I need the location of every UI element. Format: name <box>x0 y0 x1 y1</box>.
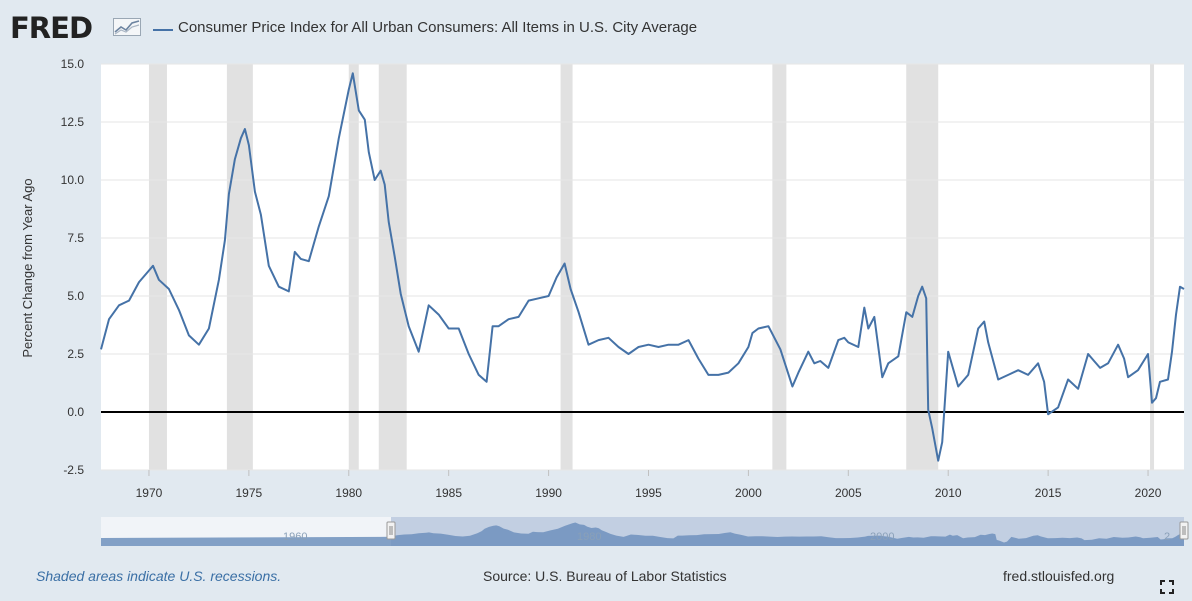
fred-logo[interactable]: FRED <box>10 11 93 45</box>
main-chart[interactable]: 15.0 12.5 10.0 7.5 5.0 2.5 0.0 -2.5 1970 1975 198… <box>0 50 1192 550</box>
x-tick-label: 1980 <box>335 486 362 500</box>
x-tick-label: 2010 <box>935 486 962 500</box>
y-tick-label: 0.0 <box>67 405 84 419</box>
recession-band <box>348 64 359 470</box>
recession-band <box>1150 64 1155 470</box>
recession-band <box>560 64 573 470</box>
navigator-series-area <box>101 522 1184 546</box>
navigator-label: 2 <box>1164 531 1170 543</box>
y-tick-label: 7.5 <box>67 231 84 245</box>
y-axis-ticks: 15.0 12.5 10.0 7.5 5.0 2.5 0.0 -2.5 <box>61 57 85 477</box>
x-tick-label: 2015 <box>1035 486 1062 500</box>
x-tick-label: 1990 <box>535 486 562 500</box>
navigator-handle-icon[interactable] <box>386 521 396 540</box>
series-line-cpi[interactable] <box>100 72 1185 462</box>
navigator[interactable]: 1960 1980 2000 2 <box>101 517 1189 546</box>
recession-band <box>906 64 939 470</box>
fred-logo-graph-icon <box>113 18 141 36</box>
plot-background <box>101 64 1184 470</box>
x-tick-label: 1995 <box>635 486 662 500</box>
source-note: Source: U.S. Bureau of Labor Statistics <box>483 568 727 584</box>
y-tick-label: 2.5 <box>67 347 84 361</box>
navigator-label: 2000 <box>870 531 894 543</box>
x-tick-label: 1975 <box>236 486 263 500</box>
x-tick-label: 2000 <box>735 486 762 500</box>
y-tick-label: -2.5 <box>63 463 84 477</box>
recession-band <box>148 64 167 470</box>
y-axis-label: Percent Change from Year Ago <box>20 178 35 357</box>
fullscreen-icon[interactable] <box>1160 580 1174 594</box>
x-tick-label: 2020 <box>1135 486 1162 500</box>
recession-band <box>378 64 407 470</box>
site-link[interactable]: fred.stlouisfed.org <box>1003 568 1115 584</box>
recession-note: Shaded areas indicate U.S. recessions. <box>36 568 282 584</box>
chart-series-title[interactable]: Consumer Price Index for All Urban Consu… <box>178 19 698 36</box>
y-tick-label: 12.5 <box>61 115 85 129</box>
y-tick-label: 10.0 <box>61 173 85 187</box>
navigator-handle-icon[interactable] <box>1179 521 1189 540</box>
navigator-label: 1960 <box>283 531 307 543</box>
navigator-label: 1980 <box>577 531 601 543</box>
y-tick-label: 5.0 <box>67 289 84 303</box>
x-tick-label: 2005 <box>835 486 862 500</box>
y-tick-label: 15.0 <box>61 57 85 71</box>
x-tick-label: 1970 <box>136 486 163 500</box>
recession-band <box>226 64 253 470</box>
recession-bands <box>148 64 1155 470</box>
x-axis-ticks: 1970 1975 1980 1985 1990 1995 2000 2005 2010 2015… <box>136 470 1162 500</box>
recession-band <box>772 64 787 470</box>
chart-header: FRED Consumer Price Index for All Urban … <box>0 0 1192 58</box>
x-tick-label: 1985 <box>435 486 462 500</box>
legend-series-swatch <box>153 29 173 31</box>
